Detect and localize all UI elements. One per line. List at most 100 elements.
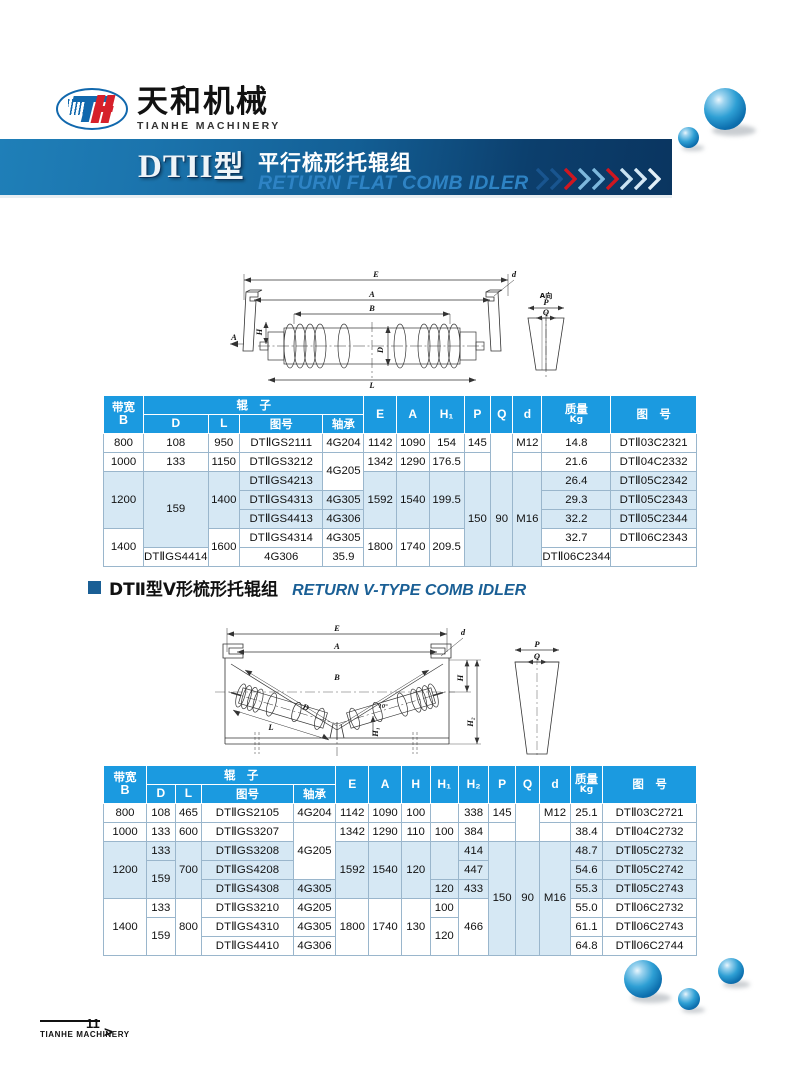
cell-L: 950 [207, 433, 241, 453]
th-P: P [488, 765, 516, 804]
cell-roller-no: DTⅡGS4414 [143, 547, 209, 567]
cell-mass: 55.0 [569, 898, 604, 918]
cell-mass: 38.4 [569, 822, 604, 842]
section-2-title-en: RETURN V-TYPE COMB IDLER [292, 582, 527, 599]
cell-H2: 433 [457, 879, 490, 899]
th-fig-no: 图 号 [610, 395, 697, 434]
cell-fig-no: DTⅡ05C2743 [602, 879, 697, 899]
company-logo: 天和机械 TIANHE MACHINERY [56, 86, 281, 132]
chevron-right-icon [592, 168, 605, 190]
cell-A: 1740 [395, 528, 430, 567]
th-roller-group: 辊 子 [146, 765, 337, 785]
cell-bearing: 4G204 [322, 433, 365, 453]
th-D: D [146, 784, 176, 804]
cell-fig-no: DTⅡ06C2743 [602, 917, 697, 937]
th-bearing: 轴承 [292, 784, 337, 804]
svg-text:H₁: H₁ [370, 727, 380, 738]
cell-roller-no: DTⅡGS4413 [239, 509, 324, 529]
cell-bearing: 4G305 [322, 528, 365, 548]
cell-mass: 21.6 [541, 452, 612, 472]
cell-mass: 61.1 [569, 917, 604, 937]
cell-bearing: 4G305 [322, 490, 365, 510]
th-A: A [368, 765, 402, 804]
table-row: 1200 133 700 DTⅡGS3208 1592 1540 120 414… [102, 841, 697, 956]
th-band-width: 带宽 B [102, 395, 145, 434]
model-suffix: 型 [213, 150, 245, 185]
cell-mass: 14.8 [541, 433, 612, 453]
cell-fig-no: DTⅡ05C2342 [610, 471, 697, 491]
cell-H2: 338 [457, 803, 490, 823]
svg-text:A: A [333, 641, 340, 651]
th-drawing-no: 图号 [201, 784, 294, 804]
cell-H1: 120 [429, 917, 459, 956]
th-bearing: 轴承 [322, 414, 365, 434]
th-drawing-no: 图号 [239, 414, 324, 434]
cell-H1: 120 [429, 879, 459, 899]
tianhe-oval-logo-icon [56, 87, 128, 130]
table-row: DTⅡGS4410 4G306 64.8 DTⅡ06C2744 [104, 936, 697, 956]
cell-L: 1150 [207, 452, 241, 472]
svg-text:A: A [230, 332, 237, 342]
cell-fig-no: DTⅡ05C2344 [610, 509, 697, 529]
svg-text:B: B [333, 672, 340, 682]
cell-d: M16 [512, 471, 543, 567]
section-2-heading: DTⅡ型V形梳形托辊组 RETURN V-TYPE COMB IDLER [88, 575, 526, 600]
cell-D: 133 [146, 841, 176, 861]
cell-fig-no: DTⅡ05C2343 [610, 490, 697, 510]
th-d: d [512, 395, 543, 434]
table-row: 159 DTⅡGS4208 447 54.6 DTⅡ05C2742 [104, 860, 697, 899]
table-row: 159 DTⅡGS4310 4G305 120 61.1 DTⅡ06C2743 [104, 917, 697, 956]
cell-B: 1000 [102, 452, 145, 472]
cell-E: 1800 [363, 528, 397, 567]
cell-bearing: 4G306 [322, 509, 365, 529]
cell-Q: 90 [490, 471, 514, 567]
cell-E: 1142 [335, 803, 370, 823]
cell-d: M12 [512, 433, 543, 453]
svg-text:P: P [534, 639, 540, 649]
cell-B: 1000 [102, 822, 148, 842]
cell-H1 [429, 803, 459, 823]
th-mass: 质量 Kg [569, 765, 604, 804]
table1-header-row-1: 带宽 B 辊 子 E A H₁ P Q d 质量 Kg 图 号 [102, 395, 697, 434]
cell-L: 700 [174, 841, 203, 899]
cell-mass: 64.8 [569, 936, 604, 956]
table-row: DTⅡGS4308 4G305 120 433 55.3 DTⅡ05C2743 [104, 879, 697, 899]
cell-bearing: 4G205 [322, 452, 365, 491]
cell-bearing: 4G305 [292, 879, 337, 899]
cell-fig-no: DTⅡ06C2344 [541, 547, 612, 567]
cell-A: 1540 [395, 471, 430, 529]
cell-roller-no: DTⅡGS4410 [201, 936, 294, 956]
cell-E: 1142 [363, 433, 397, 453]
cell-fig-no: DTⅡ06C2343 [610, 528, 697, 548]
page-number: 11 [86, 1016, 100, 1031]
th-E: E [363, 395, 397, 434]
cell-H2: 414 [457, 841, 490, 861]
brand-name-en: TIANHE MACHINERY [137, 119, 281, 132]
cell-D: 159 [143, 471, 209, 548]
chevron-right-icon [564, 168, 577, 190]
table-row: 800 108 465 DTⅡGS2105 4G204 1142 1090 10… [102, 803, 697, 842]
cell-H: 130 [401, 898, 431, 956]
th-A: A [395, 395, 430, 434]
cell-H2: 466 [457, 898, 490, 956]
th-H1: H₁ [429, 765, 459, 804]
chevron-right-icon: > [104, 1024, 113, 1041]
cell-D: 133 [146, 822, 176, 842]
cell-bearing: 4G205 [292, 898, 337, 918]
cell-roller-no: DTⅡGS4208 [201, 860, 294, 880]
cell-mass: 35.9 [322, 547, 365, 567]
table-row: DTⅡGS4313 4G305 29.3 DTⅡ05C2343 [104, 490, 697, 510]
v-type-comb-idler-drawing: E A B L d P Q D H H₂ H₁ 10° [205, 618, 595, 758]
chevron-right-icon [620, 168, 633, 190]
cell-B: 1200 [102, 841, 148, 899]
cell-D: 133 [146, 898, 176, 918]
svg-text:D: D [301, 701, 311, 713]
cell-H1: 199.5 [428, 471, 465, 529]
decorative-sphere-top-small [678, 127, 699, 148]
cell-fig-no: DTⅡ04C2732 [602, 822, 697, 842]
page-title-en: RETURN FLAT COMB IDLER [258, 172, 529, 194]
cell-d [539, 822, 571, 842]
cell-bearing: 4G204 [292, 803, 337, 823]
cell-fig-no: DTⅡ04C2332 [610, 452, 697, 472]
section-2-title-cn: DTⅡ型V形梳形托辊组 [109, 580, 279, 600]
